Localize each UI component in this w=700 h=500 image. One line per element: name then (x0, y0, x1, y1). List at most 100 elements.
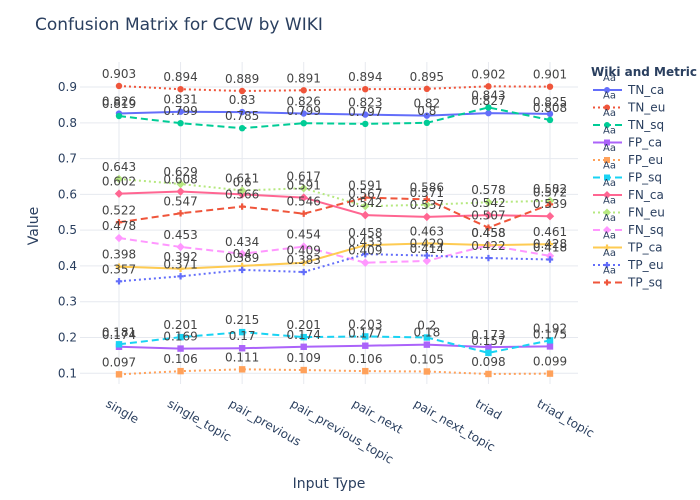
series-line-tp-ca (118, 242, 551, 270)
legend: Wiki and Metric Aa TN_ca Aa TN_eu Aa TN_sq Aa F… (591, 65, 697, 290)
data-label-fp-eu: 0.106 (348, 352, 382, 366)
series-line-tn-ca (118, 110, 551, 117)
data-label-fp-sq: 0.181 (102, 325, 136, 339)
data-point-fn-sq (299, 242, 308, 251)
legend-text-sample: Aa (603, 126, 616, 137)
data-point-tn-sq (546, 116, 554, 124)
data-point-tn-eu (546, 83, 554, 90)
data-point-tp-sq (485, 224, 492, 231)
data-label-fp-sq: 0.201 (287, 318, 321, 332)
data-label-tp-ca: 0.392 (163, 250, 197, 264)
data-point-tn-eu (177, 85, 184, 93)
data-label-tp-eu: 0.389 (225, 251, 259, 265)
data-point-fp-ca (546, 343, 554, 350)
data-label-tn-eu: 0.902 (471, 67, 505, 81)
data-label-tn-sq: 0.819 (102, 97, 136, 111)
data-label-tp-sq: 0.507 (471, 209, 505, 223)
data-point-fp-eu (115, 371, 123, 378)
data-label-fp-eu: 0.098 (471, 355, 505, 369)
data-label-fn-sq: 0.454 (287, 228, 321, 242)
data-label-fp-sq: 0.201 (163, 318, 197, 332)
data-label-tn-sq: 0.799 (287, 104, 321, 118)
data-point-fp-ca (238, 345, 246, 352)
data-label-fp-ca: 0.17 (229, 329, 256, 343)
data-point-fn-ca (545, 212, 555, 221)
data-label-tn-eu: 0.894 (348, 70, 382, 84)
data-label-fp-ca: 0.174 (102, 328, 136, 342)
y-tick-label: 0.4 (58, 259, 77, 273)
data-point-fn-eu (299, 184, 308, 193)
data-point-fn-sq (237, 249, 247, 258)
legend-item-fp-sq[interactable]: Aa FP_sq (593, 161, 662, 185)
data-label-fn-ca: 0.539 (533, 197, 567, 211)
data-point-fp-eu (362, 367, 369, 375)
data-label-fp-eu: 0.111 (225, 350, 259, 364)
data-point-fn-eu (361, 201, 370, 211)
data-point-tn-sq (300, 119, 307, 127)
data-label-fn-ca: 0.542 (471, 196, 505, 210)
x-axis-ticks: single single_topicpair_previouspair_prev… (104, 396, 597, 466)
legend-item-tn-ca[interactable]: Aa TN_ca (593, 73, 664, 97)
data-label-tn-sq: 0.799 (163, 104, 197, 118)
data-point-fp-ca (177, 345, 184, 352)
legend-item-fp-ca[interactable]: Aa FP_ca (593, 126, 662, 150)
legend-text-sample: Aa (603, 143, 616, 154)
data-label-fp-ca: 0.177 (348, 327, 382, 341)
data-point-tp-ca (423, 240, 431, 247)
legend-item-fn-ca[interactable]: Aa FN_ca (593, 178, 664, 202)
data-label-tn-sq: 0.8 (417, 104, 436, 118)
data-label-fp-eu: 0.106 (163, 352, 197, 366)
legend-label: TP_ca (627, 241, 663, 255)
data-label-fp-sq: 0.203 (348, 317, 382, 331)
data-point-tp-sq (362, 194, 369, 201)
legend-marker (604, 174, 610, 181)
data-label-fn-eu: 0.578 (471, 183, 505, 197)
data-point-fn-eu (114, 174, 124, 184)
data-point-tp-eu (115, 278, 123, 285)
data-label-fn-ca: 0.602 (102, 175, 136, 189)
data-label-fp-eu: 0.109 (287, 351, 321, 365)
data-label-fp-eu: 0.105 (410, 352, 444, 366)
series-lines (118, 84, 551, 376)
data-point-fp-sq (485, 349, 492, 357)
legend-label: FP_sq (628, 171, 662, 185)
legend-item-fn-sq[interactable]: Aa FN_sq (593, 213, 664, 237)
data-label-tn-sq: 0.843 (471, 88, 505, 102)
y-tick-label: 0.7 (58, 152, 77, 166)
data-label-fp-sq: 0.192 (533, 321, 567, 335)
data-label-fn-sq: 0.409 (348, 244, 382, 258)
legend-item-tn-eu[interactable]: Aa TN_eu (593, 91, 665, 115)
legend-text-sample: Aa (603, 73, 616, 84)
data-label-fp-ca: 0.173 (471, 328, 505, 342)
legend-marker (604, 244, 610, 251)
data-label-tp-eu: 0.433 (348, 235, 382, 249)
legend-item-fp-eu[interactable]: Aa FP_eu (593, 143, 663, 167)
data-point-fn-sq (545, 251, 555, 261)
data-point-fp-ca (362, 342, 369, 349)
legend-text-sample: Aa (603, 196, 616, 207)
legend-item-tp-sq[interactable]: Aa TP_sq (593, 266, 662, 290)
data-point-tp-eu (177, 273, 184, 280)
data-label-tp-eu: 0.383 (287, 253, 321, 267)
legend-text-sample: Aa (603, 266, 616, 277)
data-point-tn-ca (362, 111, 369, 118)
legend-item-tn-sq[interactable]: Aa TN_sq (593, 108, 664, 132)
legend-item-tp-eu[interactable]: Aa TP_eu (593, 248, 664, 272)
data-point-tn-sq (177, 119, 184, 127)
data-point-tn-eu (115, 82, 123, 90)
legend-item-fn-eu[interactable]: Aa FN_eu (593, 196, 665, 220)
data-point-fn-ca (176, 187, 185, 196)
data-label-tp-eu: 0.357 (102, 262, 136, 276)
data-label-fn-eu: 0.629 (163, 165, 197, 179)
data-label-tp-ca: 0.463 (410, 224, 444, 238)
data-point-tp-ca (177, 265, 184, 272)
data-label-tn-ca: 0.83 (229, 93, 256, 107)
data-label-fn-sq: 0.434 (225, 235, 259, 249)
legend-label: FP_ca (628, 136, 662, 150)
legend-item-tp-ca[interactable]: Aa TP_ca (593, 231, 663, 255)
data-point-tn-eu (300, 87, 307, 94)
data-point-tn-ca (238, 108, 246, 116)
x-tick-label: single (104, 396, 142, 426)
legend-text-sample: Aa (603, 178, 616, 189)
